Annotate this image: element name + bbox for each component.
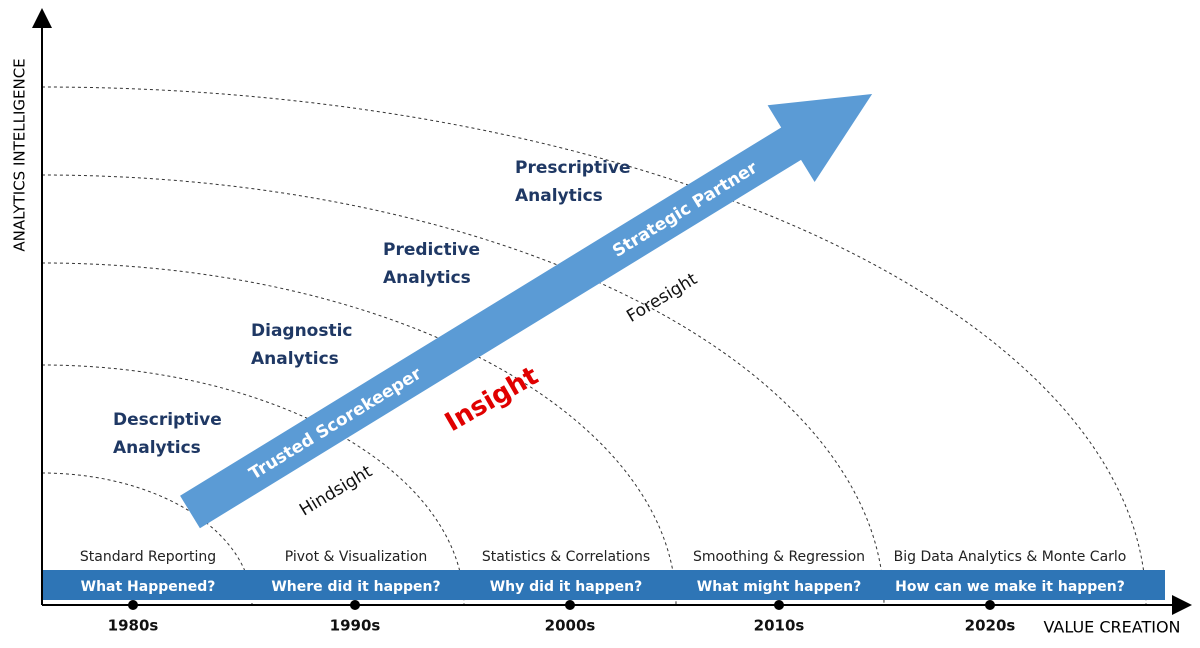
decade: 2020s [965,617,1016,635]
technique: Statistics & Correlations [482,549,650,565]
decade: 1990s [330,617,381,635]
question: What Happened? [81,579,216,595]
decade: 2010s [754,617,805,635]
question: What might happen? [697,579,861,595]
decade-dot [774,600,784,610]
decade-dot [350,600,360,610]
decade-dot [565,600,575,610]
question-band [42,570,1165,600]
question: How can we make it happen? [895,579,1125,595]
decade: 1980s [108,617,159,635]
question: Where did it happen? [271,579,440,595]
stage-title: Analytics [251,349,339,369]
eras: Standard Reporting What Happened? 1980s Piv… [80,549,1126,635]
foresight-label: Foresight [623,269,701,327]
technique: Big Data Analytics & Monte Carlo [894,549,1127,565]
arrow: Trusted Scorekeeper Strategic Partner [180,94,873,529]
arrow-end-label: Strategic Partner [609,158,761,262]
y-axis-label: ANALYTICS INTELLIGENCE [11,58,29,251]
stage-title: Analytics [383,268,471,288]
question: Why did it happen? [490,579,643,595]
x-axis-label: VALUE CREATION [1043,618,1180,637]
stage-title: Descriptive [113,410,222,430]
decade-dot [128,600,138,610]
stage-title: Diagnostic [251,321,353,341]
center-label: Insight [440,361,543,438]
stage-title: Analytics [515,186,603,206]
technique: Standard Reporting [80,549,216,565]
decade-dot [985,600,995,610]
arrow-start-label: Trusted Scorekeeper [246,363,426,484]
stage-title: Predictive [383,240,480,260]
technique: Smoothing & Regression [693,549,865,565]
stage-title: Prescriptive [515,158,631,178]
hindsight-label: Hindsight [296,461,376,520]
stage-title: Analytics [113,438,201,458]
decade: 2000s [545,617,596,635]
technique: Pivot & Visualization [285,549,428,565]
